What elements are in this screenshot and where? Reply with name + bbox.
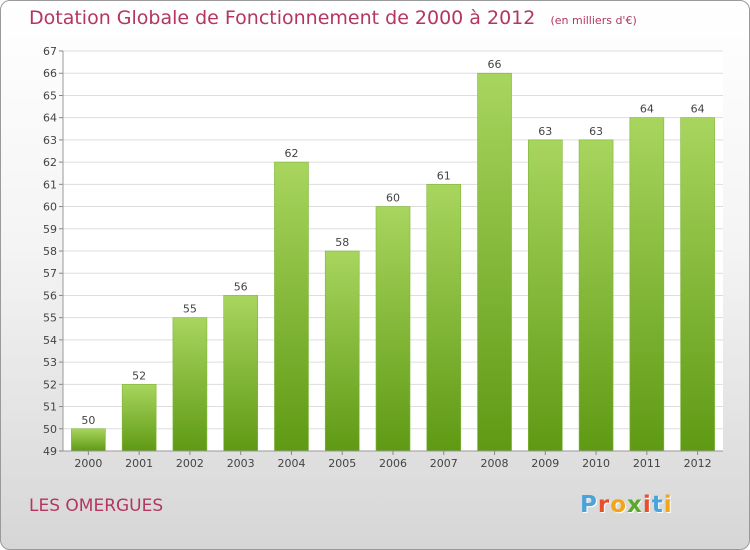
logo-letter: i [642, 492, 652, 518]
bar-group: 60 [375, 192, 411, 452]
chart-title-text: Dotation Globale de Fonctionnement de 20… [29, 7, 536, 29]
bar [274, 161, 309, 452]
bar [477, 72, 512, 452]
x-tick-label: 2011 [633, 457, 661, 470]
y-tick-label: 55 [43, 312, 57, 325]
y-tick-label: 59 [43, 223, 57, 236]
bar [71, 428, 106, 452]
bar-value-label: 56 [234, 280, 248, 293]
bar-value-label: 55 [183, 303, 197, 316]
x-tick-label: 2009 [531, 457, 559, 470]
bar-value-label: 58 [335, 236, 349, 249]
logo-letter: i [663, 492, 673, 518]
y-tick-label: 54 [43, 334, 57, 347]
bar-value-label: 52 [132, 369, 146, 382]
y-tick-label: 67 [43, 45, 57, 58]
x-tick-label: 2008 [481, 457, 509, 470]
y-tick-label: 66 [43, 67, 57, 80]
bar-group: 50 [71, 414, 106, 452]
x-tick-label: 2000 [74, 457, 102, 470]
y-tick-label: 61 [43, 178, 57, 191]
y-tick-label: 63 [43, 134, 57, 147]
y-tick-label: 60 [43, 201, 57, 214]
y-tick-label: 49 [43, 445, 57, 458]
bar-group: 52 [121, 369, 157, 452]
y-tick-label: 65 [43, 89, 57, 102]
bar-group: 63 [528, 125, 563, 452]
y-tick-label: 56 [43, 289, 57, 302]
bar-value-label: 61 [437, 169, 451, 182]
bar-value-label: 62 [284, 147, 298, 160]
bar-group: 56 [223, 280, 258, 452]
y-tick-label: 51 [43, 401, 57, 414]
x-tick-label: 2002 [176, 457, 204, 470]
bar [578, 139, 614, 452]
bar [629, 117, 665, 452]
logo-letter: t [651, 492, 664, 518]
proxiti-logo[interactable]: Proxiti [580, 492, 673, 518]
bar [223, 295, 258, 452]
bar-value-label: 50 [81, 414, 95, 427]
x-tick-label: 2010 [582, 457, 610, 470]
bar-group: 55 [172, 303, 208, 452]
x-tick-label: 2001 [125, 457, 153, 470]
bar [528, 139, 563, 452]
y-tick-label: 53 [43, 356, 57, 369]
x-tick-label: 2012 [684, 457, 712, 470]
bar-group: 63 [578, 125, 614, 452]
logo-letter: r [597, 492, 611, 518]
x-tick-label: 2005 [328, 457, 356, 470]
bar-value-label: 66 [488, 58, 502, 71]
x-tick-label: 2007 [430, 457, 458, 470]
y-tick-label: 62 [43, 156, 57, 169]
x-tick-label: 2006 [379, 457, 407, 470]
y-tick-label: 50 [43, 423, 57, 436]
bar-group: 61 [426, 169, 462, 452]
bar [680, 117, 715, 452]
x-tick-label: 2003 [227, 457, 255, 470]
bar [172, 317, 208, 452]
bar-group: 58 [324, 236, 360, 452]
bar-group: 64 [680, 103, 715, 452]
chart-title: Dotation Globale de Fonctionnement de 20… [29, 7, 637, 29]
y-tick-label: 64 [43, 112, 57, 125]
bars: 50 52 55 56 62 58 60 61 66 63 63 64 64 [71, 58, 715, 452]
y-tick-label: 58 [43, 245, 57, 258]
bar-group: 66 [477, 58, 512, 452]
bar-group: 62 [274, 147, 309, 452]
y-tick-label: 52 [43, 378, 57, 391]
bar [426, 184, 462, 452]
x-tick-label: 2004 [277, 457, 305, 470]
bar [324, 250, 360, 452]
logo-letter: x [627, 492, 643, 518]
bar-value-label: 63 [589, 125, 603, 138]
axes: 49 50 51 52 53 54 55 56 57 58 59 60 61 62 63 64 65 66 67 20… [43, 45, 723, 470]
bar-value-label: 63 [538, 125, 552, 138]
chart-unit-label: (en milliers d'€) [550, 14, 637, 27]
y-tick-label: 57 [43, 267, 57, 280]
logo-letter: o [610, 492, 628, 518]
bar [375, 206, 411, 452]
bar-value-label: 64 [640, 103, 654, 116]
bar-value-label: 64 [691, 103, 705, 116]
bar [121, 384, 157, 452]
bar-group: 64 [629, 103, 665, 452]
commune-name: LES OMERGUES [29, 496, 164, 516]
bar-value-label: 60 [386, 192, 400, 205]
logo-letter: P [580, 492, 598, 518]
